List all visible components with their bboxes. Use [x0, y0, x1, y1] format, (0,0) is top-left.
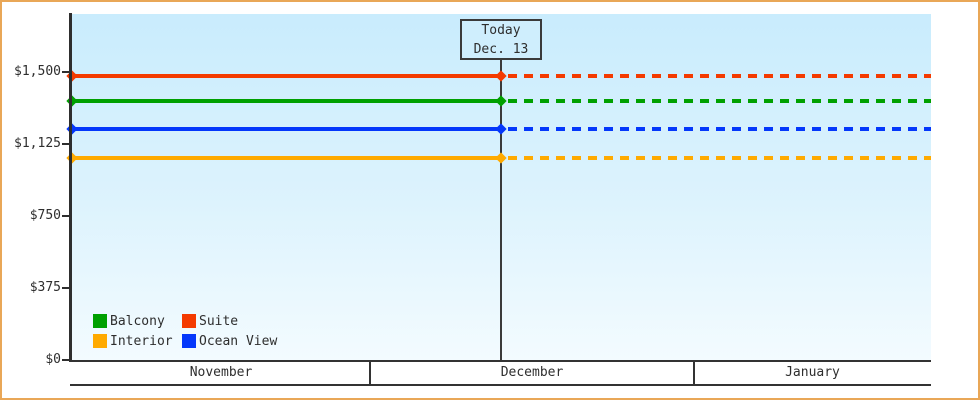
- legend-swatch: [93, 334, 107, 348]
- today-date-label: Dec. 13: [473, 42, 529, 57]
- month-label-january: January: [785, 365, 840, 380]
- month-label-december: December: [500, 365, 564, 380]
- legend-item-suite: Suite: [182, 313, 238, 329]
- legend-item-balcony: Balcony: [93, 313, 165, 329]
- series-line-solid-suite: [72, 74, 501, 79]
- legend-label: Balcony: [110, 313, 165, 329]
- series-line-solid-balcony: [72, 98, 501, 103]
- month-separator: [369, 360, 371, 386]
- series-line-dashed-suite: [508, 74, 931, 79]
- legend-label: Interior: [110, 333, 173, 349]
- x-axis-line: [70, 360, 931, 362]
- y-axis-tick-label: $1,125: [14, 135, 61, 151]
- legend-swatch: [182, 334, 196, 348]
- legend-item-ocean-view: Ocean View: [182, 333, 277, 349]
- y-axis-tick: [62, 359, 71, 361]
- series-line-solid-ocean-view: [72, 127, 501, 132]
- series-line-dashed-ocean-view: [508, 127, 931, 132]
- y-axis-tick-label: $750: [29, 207, 61, 223]
- y-axis-tick: [62, 286, 71, 289]
- legend-swatch: [182, 314, 196, 328]
- legend-swatch: [93, 314, 107, 328]
- month-label-november: November: [189, 365, 253, 380]
- month-separator: [693, 360, 695, 386]
- y-axis-tick: [62, 214, 71, 217]
- series-line-solid-interior: [72, 156, 501, 161]
- today-label: Today: [481, 23, 521, 38]
- today-marker-line: [500, 60, 502, 360]
- legend-label: Ocean View: [199, 333, 278, 349]
- month-band-bottom-line: [70, 384, 931, 386]
- y-axis-tick: [62, 70, 71, 73]
- y-axis-tick-label: $0: [45, 352, 61, 367]
- y-axis-line: [69, 13, 72, 362]
- today-label-box: Today Dec. 13: [460, 19, 542, 60]
- y-axis-tick-label: $1,500: [14, 63, 61, 79]
- legend-item-interior: Interior: [93, 333, 173, 349]
- y-axis-tick: [62, 142, 71, 145]
- legend-label: Suite: [199, 313, 239, 329]
- series-line-dashed-balcony: [508, 98, 931, 103]
- y-axis-tick-label: $375: [29, 279, 61, 295]
- series-line-dashed-interior: [508, 156, 931, 161]
